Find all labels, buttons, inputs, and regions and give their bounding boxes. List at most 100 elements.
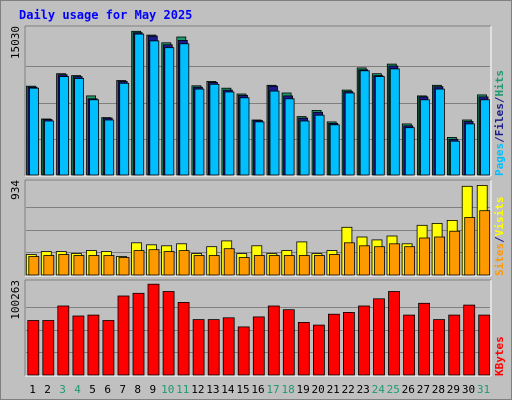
side-legend-part: Pages [493,143,506,176]
bar-kbytes [252,316,265,376]
bar-pages [359,70,370,176]
bar-pages [254,121,265,176]
bar-sites [374,246,385,276]
day-label: 8 [134,383,141,396]
bar-pages [194,88,205,176]
day-label: 30 [462,383,475,396]
bar-pages [44,120,54,176]
day-label: 13 [206,383,219,396]
bar-kbytes [478,314,491,376]
y-max-label: 934 [9,180,22,200]
bar-sites [434,236,446,276]
bar-kbytes [297,321,310,376]
bar-kbytes [192,319,205,376]
bar-pages [434,88,445,176]
day-label: 16 [251,383,264,396]
bar-kbytes [403,314,416,376]
day-label: 12 [191,383,204,396]
day-label: 24 [372,383,386,396]
side-legend: Sites/Visits [493,197,506,277]
side-legend-part: Hits [493,70,506,97]
day-label: 9 [149,383,156,396]
y-max-label: 15030 [9,26,22,59]
side-legend: KBytes [493,336,506,376]
y-max-label: 100263 [9,280,22,320]
bar-pages [134,33,145,176]
bar-kbytes [72,315,85,376]
bar-kbytes [463,304,476,376]
bar-sites [103,255,115,276]
bar-sites [253,255,265,276]
bar-kbytes [433,319,446,376]
series-sites [28,210,491,276]
bar-sites [148,249,160,276]
day-label: 17 [266,383,279,396]
bar-sites [298,255,310,276]
bar-sites [343,242,355,276]
bar-kbytes [207,319,220,376]
day-label: 26 [402,383,415,396]
bar-pages [284,98,295,176]
day-label: 21 [327,383,340,396]
day-label: 2 [44,383,51,396]
bar-sites [193,255,205,276]
day-label: 14 [221,383,235,396]
bar-pages [29,87,39,176]
day-label: 25 [387,383,400,396]
bar-kbytes [177,301,190,376]
bar-pages [329,124,340,176]
bar-pages [419,99,430,176]
bar-kbytes [237,326,250,376]
day-label: 23 [357,383,370,396]
bar-sites [223,248,235,276]
bar-pages [119,82,130,176]
bar-sites [163,251,175,276]
day-label: 3 [59,383,66,396]
bar-pages [239,97,250,176]
day-label: 28 [432,383,445,396]
bar-kbytes [358,305,370,376]
bar-kbytes [162,291,175,376]
side-legend-part: / [493,236,506,243]
side-legend-part: / [493,136,506,143]
bar-pages [179,43,190,176]
bar-kbytes [448,314,461,376]
bar-kbytes [342,311,355,376]
bar-pages [224,91,235,176]
day-label: 18 [281,383,294,396]
day-label: 7 [119,383,126,396]
bar-sites [43,255,55,276]
day-label: 15 [236,383,249,396]
bar-kbytes [222,317,235,376]
side-legend-part: Visits [493,197,506,237]
day-label: 10 [161,383,174,396]
bar-sites [419,237,431,276]
day-label: 11 [176,383,189,396]
bar-sites [404,246,416,276]
bar-sites [359,245,370,276]
bar-kbytes [57,305,70,376]
bar-pages [149,40,160,176]
side-legend-part: Sites [493,243,506,276]
bar-kbytes [117,295,130,376]
bar-pages [209,83,220,176]
chart-title: Daily usage for May 2025 [19,8,192,22]
bar-kbytes [27,320,40,376]
bar-sites [178,250,190,276]
side-legend-part: Files [493,103,506,136]
day-label: 20 [311,383,324,396]
bar-kbytes [388,291,400,376]
bar-pages [480,99,490,176]
bar-sites [464,217,476,276]
bar-kbytes [267,305,280,376]
bar-pages [314,114,325,176]
bar-sites [313,255,325,276]
bar-kbytes [282,309,295,376]
bar-pages [164,47,175,176]
day-label: 4 [74,383,81,396]
bar-sites [268,255,280,276]
bar-pages [104,119,115,176]
day-labels: 1 2 3 4 5 6 7 8 9 10 11 12 13 14 15 16 17 18 19 20 21 22 23 24 2… [29,383,490,396]
series-kbytes [27,283,491,376]
